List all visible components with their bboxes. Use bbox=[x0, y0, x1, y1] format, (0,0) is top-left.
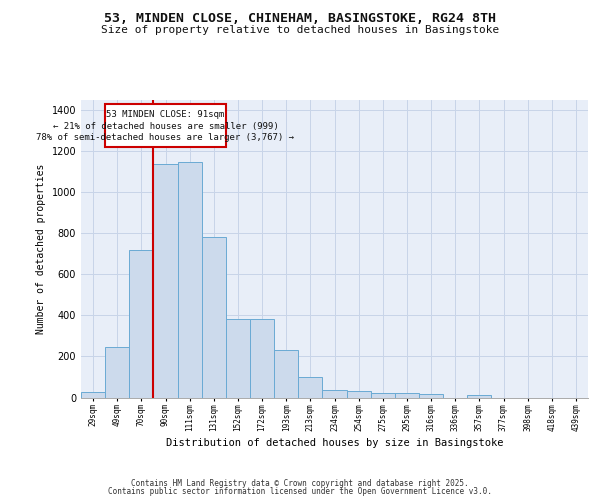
X-axis label: Distribution of detached houses by size in Basingstoke: Distribution of detached houses by size … bbox=[166, 438, 503, 448]
Text: Contains public sector information licensed under the Open Government Licence v3: Contains public sector information licen… bbox=[108, 488, 492, 496]
Bar bbox=[105, 347, 129, 398]
Bar bbox=[129, 250, 154, 398]
Text: ← 21% of detached houses are smaller (999): ← 21% of detached houses are smaller (99… bbox=[53, 122, 278, 131]
FancyBboxPatch shape bbox=[105, 104, 226, 147]
Bar bbox=[347, 392, 371, 398]
Text: 53, MINDEN CLOSE, CHINEHAM, BASINGSTOKE, RG24 8TH: 53, MINDEN CLOSE, CHINEHAM, BASINGSTOKE,… bbox=[104, 12, 496, 26]
Bar bbox=[298, 377, 322, 398]
Bar bbox=[467, 396, 491, 398]
Bar bbox=[226, 318, 250, 398]
Bar bbox=[395, 394, 419, 398]
Bar bbox=[202, 238, 226, 398]
Bar bbox=[250, 318, 274, 398]
Bar bbox=[154, 164, 178, 398]
Y-axis label: Number of detached properties: Number of detached properties bbox=[36, 164, 46, 334]
Text: 53 MINDEN CLOSE: 91sqm: 53 MINDEN CLOSE: 91sqm bbox=[106, 110, 224, 120]
Text: 78% of semi-detached houses are larger (3,767) →: 78% of semi-detached houses are larger (… bbox=[37, 133, 295, 142]
Bar bbox=[322, 390, 347, 398]
Bar bbox=[419, 394, 443, 398]
Bar bbox=[371, 394, 395, 398]
Bar bbox=[274, 350, 298, 398]
Bar bbox=[81, 392, 105, 398]
Text: Size of property relative to detached houses in Basingstoke: Size of property relative to detached ho… bbox=[101, 25, 499, 35]
Bar bbox=[178, 162, 202, 398]
Text: Contains HM Land Registry data © Crown copyright and database right 2025.: Contains HM Land Registry data © Crown c… bbox=[131, 478, 469, 488]
